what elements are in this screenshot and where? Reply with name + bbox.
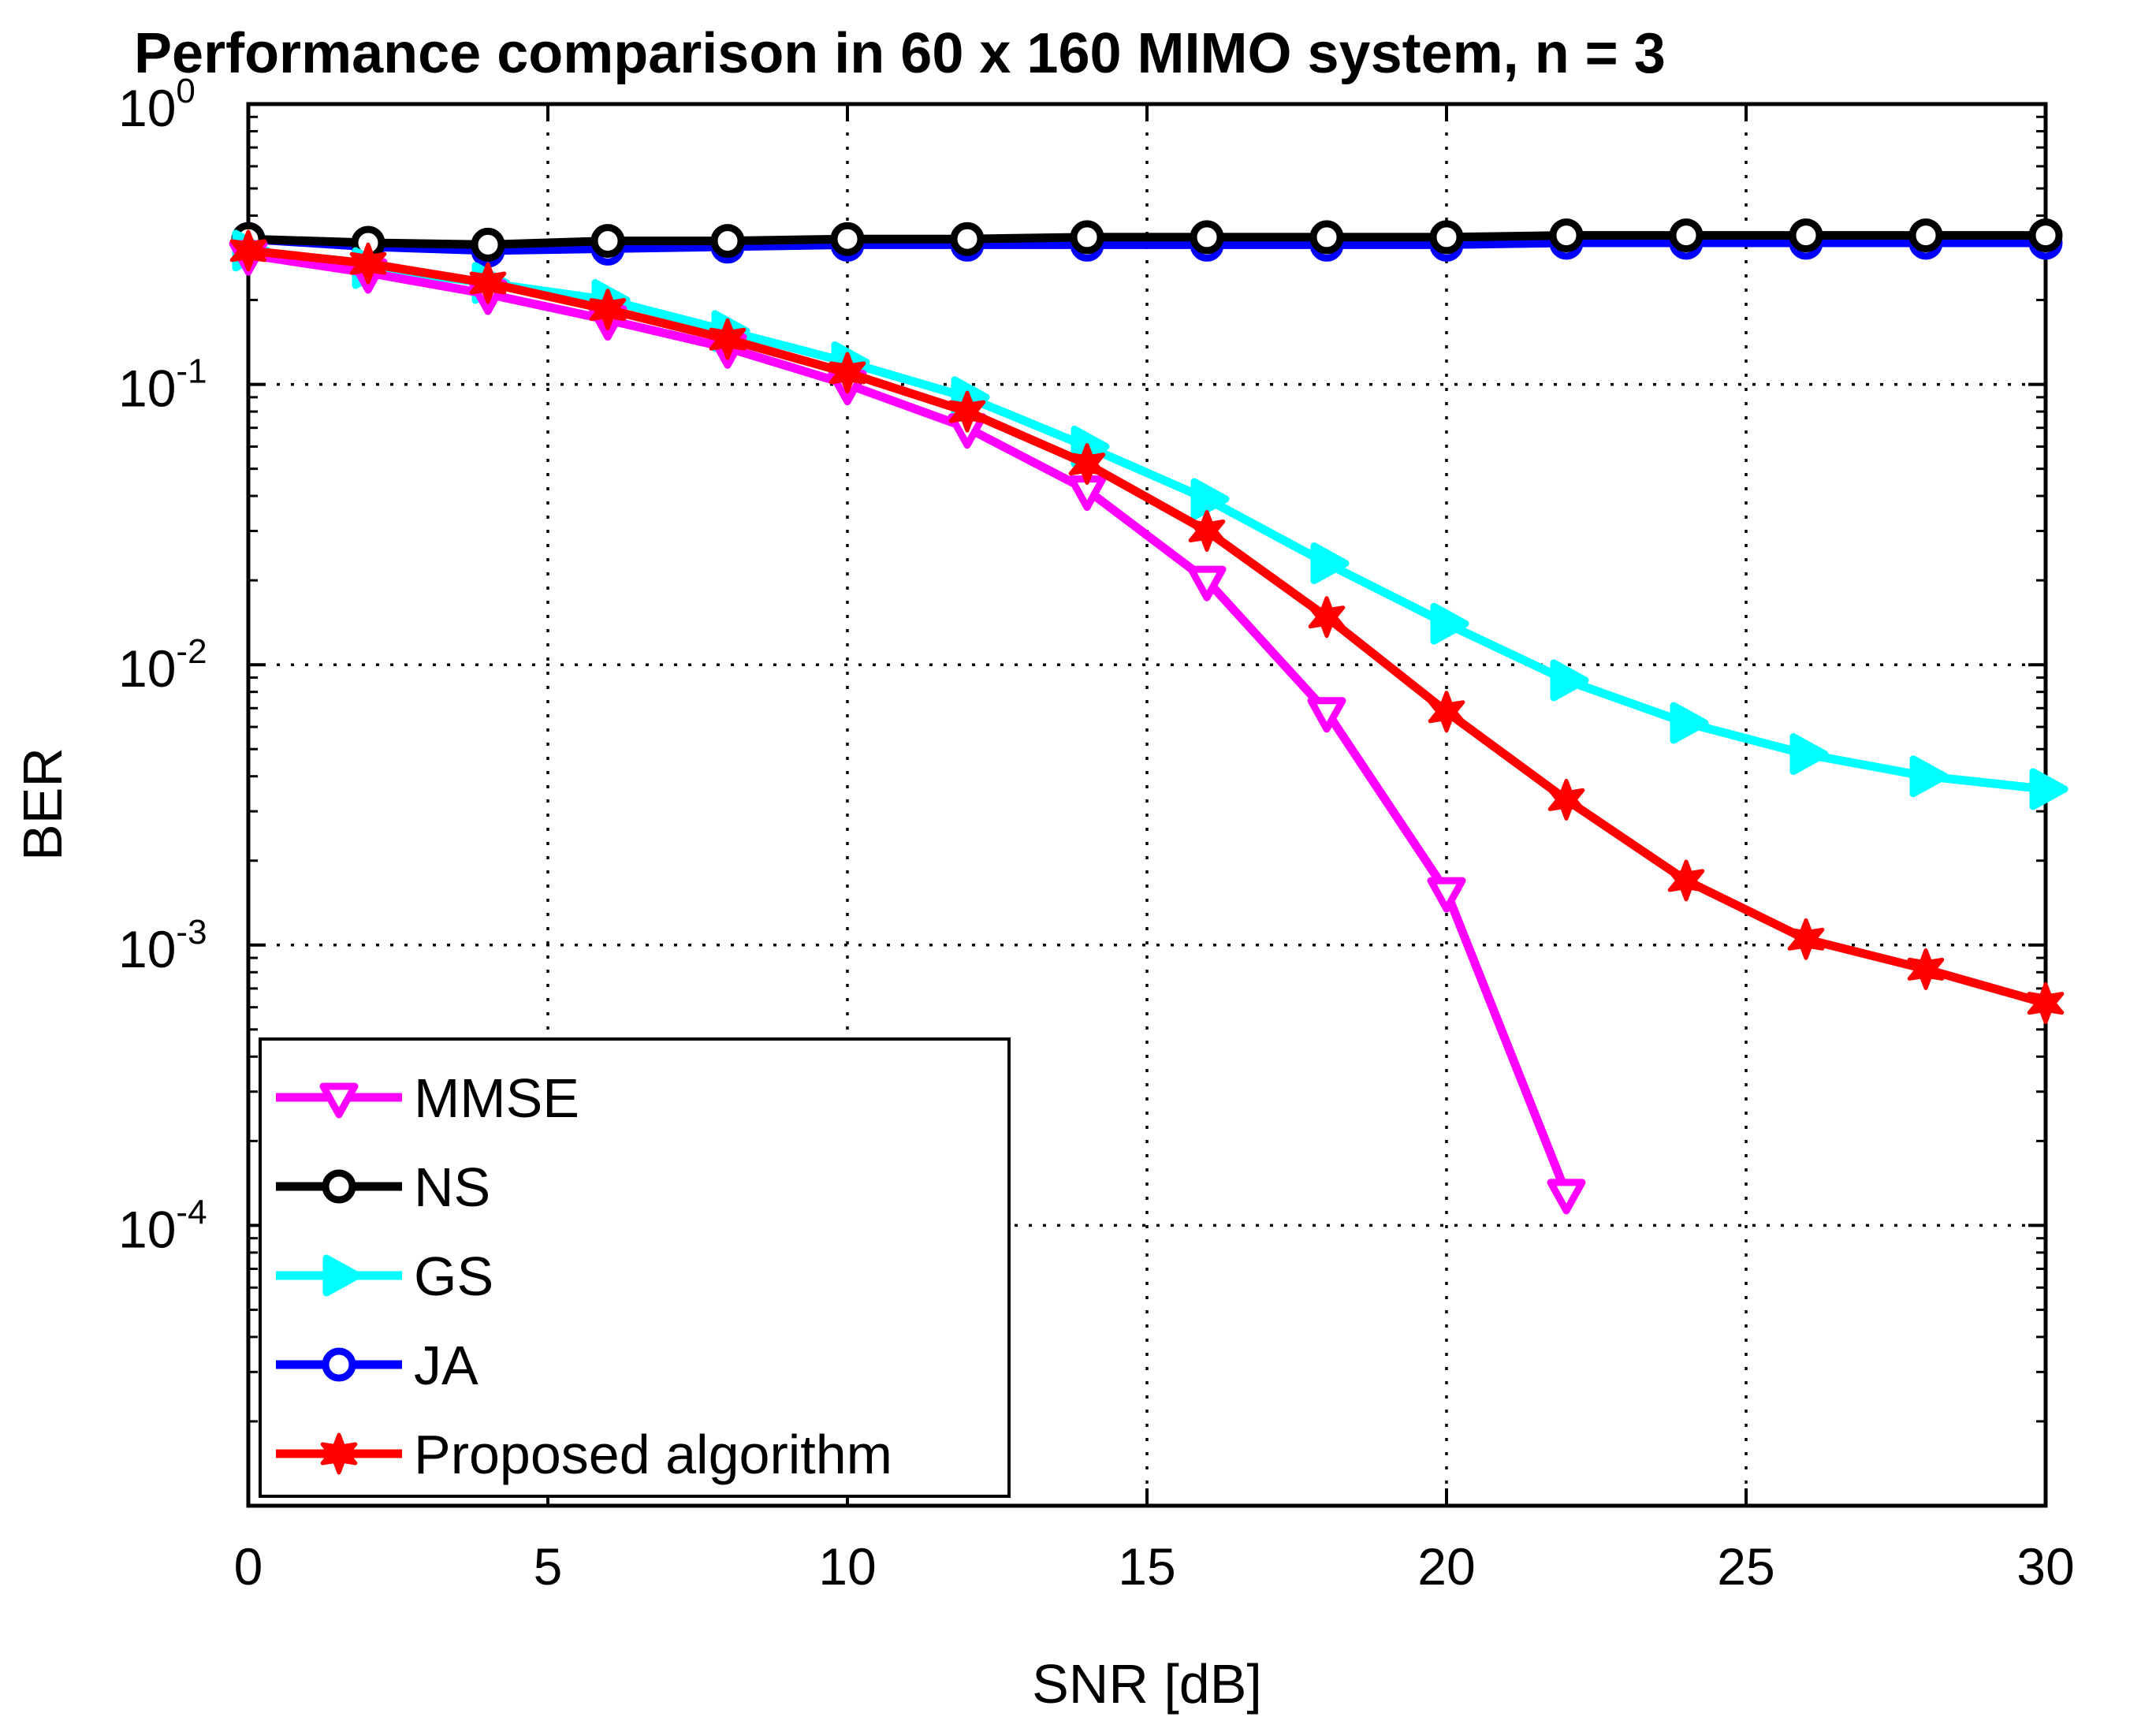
data-point-ns bbox=[710, 224, 745, 259]
data-point-gs bbox=[1789, 733, 1829, 776]
series-line-ja bbox=[248, 234, 2046, 255]
data-point-gs bbox=[1190, 478, 1230, 520]
series-layer bbox=[229, 218, 2068, 1215]
legend-label: JA bbox=[414, 1335, 478, 1396]
x-tick-label: 10 bbox=[818, 1537, 876, 1596]
series-proposed-algorithm bbox=[229, 229, 2065, 1025]
legend-item-proposed-algorithm: Proposed algorithm bbox=[276, 1424, 892, 1485]
data-point-gs bbox=[2029, 768, 2068, 810]
data-point-ns bbox=[1190, 220, 1224, 255]
data-point-mmse bbox=[1187, 565, 1227, 602]
x-tick-label: 0 bbox=[234, 1537, 263, 1596]
data-point-ns bbox=[471, 227, 505, 262]
data-point-proposed-algorithm bbox=[1068, 443, 1106, 486]
series-line-gs bbox=[248, 246, 2046, 794]
chart-title: Performance comparison in 60 x 160 MIMO … bbox=[134, 22, 1666, 85]
data-point-ns bbox=[1549, 218, 1584, 253]
data-point-ns bbox=[2028, 218, 2063, 253]
x-tick-label: 15 bbox=[1118, 1537, 1175, 1596]
legend-label: GS bbox=[414, 1246, 493, 1307]
legend-item-ns: NS bbox=[276, 1156, 490, 1218]
data-point-proposed-algorithm bbox=[589, 289, 627, 331]
data-point-proposed-algorithm bbox=[1667, 859, 1705, 902]
legend-label: NS bbox=[414, 1156, 490, 1218]
legend-marker bbox=[320, 1432, 358, 1475]
data-point-proposed-algorithm bbox=[349, 242, 387, 285]
series-gs bbox=[232, 229, 2068, 810]
data-point-proposed-algorithm bbox=[1787, 918, 1825, 960]
series-line-mmse bbox=[248, 250, 1571, 1195]
legend: MMSE NS GS JA Proposed algorithm bbox=[259, 1037, 1011, 1498]
data-point-proposed-algorithm bbox=[948, 390, 986, 433]
data-point-gs bbox=[1550, 659, 1589, 702]
data-point-ns bbox=[1309, 220, 1344, 255]
data-point-proposed-algorithm bbox=[1547, 778, 1585, 821]
y-tick-label: 10-3 bbox=[118, 913, 207, 978]
legend-item-mmse: MMSE bbox=[276, 1067, 579, 1129]
legend-item-ja: JA bbox=[276, 1335, 478, 1396]
y-tick-label: 100 bbox=[118, 72, 195, 137]
legend-marker bbox=[322, 1169, 356, 1204]
data-point-mmse bbox=[1427, 877, 1466, 913]
data-point-mmse bbox=[1307, 697, 1346, 733]
data-point-ns bbox=[1070, 220, 1104, 255]
axis-ticks: 0 5 10 15 20 25 30 100 10-1 10-2 10-3 10-4 bbox=[118, 72, 2075, 1596]
y-tick-label: 10-1 bbox=[118, 352, 207, 418]
x-tick-label: 30 bbox=[2016, 1537, 2074, 1596]
data-point-proposed-algorithm bbox=[1308, 596, 1346, 639]
y-tick-label: 10-2 bbox=[118, 632, 207, 698]
data-point-proposed-algorithm bbox=[1188, 510, 1226, 552]
data-point-mmse bbox=[1547, 1179, 1586, 1215]
y-tick-label: 10-4 bbox=[118, 1193, 207, 1258]
series-ns bbox=[231, 218, 2063, 262]
series-line-ns bbox=[248, 231, 2046, 249]
data-point-gs bbox=[1670, 702, 1709, 744]
data-point-ns bbox=[1429, 220, 1464, 255]
data-point-ns bbox=[590, 224, 625, 259]
data-point-gs bbox=[1430, 602, 1469, 645]
data-point-proposed-algorithm bbox=[1428, 691, 1465, 733]
legend-marker bbox=[322, 1254, 362, 1297]
data-point-proposed-algorithm bbox=[229, 229, 267, 272]
legend-marker bbox=[322, 1347, 356, 1382]
data-point-proposed-algorithm bbox=[709, 318, 747, 360]
legend-label: MMSE bbox=[414, 1067, 579, 1129]
x-tick-label: 25 bbox=[1717, 1537, 1774, 1596]
x-axis-label: SNR [dB] bbox=[1032, 1653, 1262, 1715]
data-point-gs bbox=[1909, 755, 1949, 798]
data-point-ns bbox=[1669, 218, 1704, 253]
series-line-proposed-algorithm bbox=[248, 246, 2047, 1007]
data-point-ns bbox=[950, 222, 985, 256]
data-point-gs bbox=[1310, 542, 1350, 585]
x-tick-label: 20 bbox=[1417, 1537, 1475, 1596]
x-tick-label: 5 bbox=[534, 1537, 563, 1596]
data-point-ns bbox=[1789, 218, 1823, 253]
legend-label: Proposed algorithm bbox=[414, 1424, 892, 1485]
data-point-proposed-algorithm bbox=[469, 262, 507, 304]
data-point-ns bbox=[1908, 218, 1943, 253]
data-point-proposed-algorithm bbox=[2027, 982, 2065, 1025]
legend-box bbox=[259, 1037, 1011, 1498]
y-axis-label: BER bbox=[12, 747, 73, 861]
data-point-ns bbox=[830, 222, 865, 256]
legend-marker bbox=[319, 1082, 359, 1119]
data-point-proposed-algorithm bbox=[829, 352, 866, 394]
data-point-proposed-algorithm bbox=[1907, 948, 1945, 990]
legend-item-gs: GS bbox=[276, 1246, 493, 1307]
